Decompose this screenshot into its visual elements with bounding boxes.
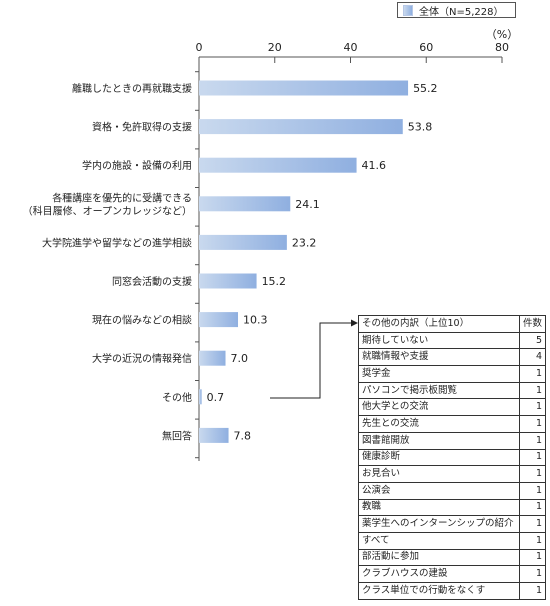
category-label: 現在の悩みなどの相談 — [92, 314, 192, 327]
unit-label: （%） — [486, 28, 518, 41]
table-row: お見合い 1 — [358, 465, 547, 483]
category-label: 離職したときの再就職支援 — [72, 82, 192, 95]
bar — [199, 196, 291, 212]
bar — [199, 119, 403, 135]
breakdown-item-count: 1 — [518, 448, 547, 467]
breakdown-item-name: 公演会 — [358, 481, 520, 500]
table-row: 部活動に参加 1 — [358, 548, 547, 567]
breakdown-item-count: 1 — [518, 415, 547, 433]
category-label: 大学院進学や留学などの進学相談 — [42, 236, 192, 249]
breakdown-item-name: 部活動に参加 — [358, 548, 520, 567]
breakdown-item-count: 5 — [518, 331, 547, 350]
breakdown-item-count: 1 — [518, 498, 547, 517]
data-label: 15.2 — [262, 275, 287, 288]
breakdown-item-count: 1 — [518, 365, 547, 383]
breakdown-item-count: 1 — [518, 381, 547, 400]
table-row: 健康診断 1 — [358, 448, 547, 467]
table-row: 奨学金 1 — [358, 365, 547, 383]
legend-label: 全体（N=5,228） — [419, 6, 504, 18]
breakdown-item-name: お見合い — [358, 465, 520, 483]
breakdown-item-name: クラブハウスの建設 — [358, 565, 520, 583]
breakdown-item-name: 他大学との交流 — [358, 398, 520, 417]
table-row: 薬学生へのインターンシップの紹介 1 — [358, 515, 547, 533]
breakdown-item-count: 1 — [518, 431, 547, 450]
connector-line — [270, 322, 354, 399]
bar — [199, 389, 202, 405]
breakdown-item-count: 1 — [518, 465, 547, 483]
category-label: 無回答 — [162, 429, 192, 442]
other-breakdown-table: その他の内訳（上位10） 件数 期待していない 5 就職情報や支援 4 奨学金 1 パソコンで掲… — [358, 315, 547, 600]
bar — [199, 273, 257, 289]
breakdown-item-name: 就職情報や支援 — [358, 348, 520, 367]
bar — [199, 80, 409, 96]
breakdown-item-count: 1 — [518, 582, 547, 600]
breakdown-item-count: 1 — [518, 548, 547, 567]
category-label: その他 — [162, 391, 192, 404]
breakdown-item-name: 期待していない — [358, 331, 520, 350]
breakdown-item-name: 先生との交流 — [358, 415, 520, 433]
breakdown-item-name: その他の内訳（上位10） — [358, 315, 520, 333]
bar — [199, 157, 357, 173]
x-tick-label: 60 — [419, 41, 433, 54]
table-row: 先生との交流 1 — [358, 415, 547, 433]
table-row: 公演会 1 — [358, 481, 547, 500]
breakdown-item-name: すべて — [358, 531, 520, 550]
breakdown-header-row: その他の内訳（上位10） 件数 — [358, 315, 547, 333]
breakdown-item-count: 1 — [518, 531, 547, 550]
data-label: 41.6 — [362, 159, 387, 172]
data-label: 10.3 — [243, 314, 267, 327]
table-row: 他大学との交流 1 — [358, 398, 547, 417]
data-label: 0.7 — [207, 391, 225, 404]
legend: 全体（N=5,228） — [397, 2, 516, 18]
table-row: パソコンで掲示板閲覧 1 — [358, 381, 547, 400]
category-label: 資格・免許取得の支援 — [92, 121, 192, 134]
x-tick-label: 0 — [196, 41, 203, 54]
data-label: 55.2 — [413, 82, 438, 95]
table-row: 教職 1 — [358, 498, 547, 517]
data-label: 7.0 — [231, 352, 249, 365]
x-tick-label: 20 — [268, 41, 282, 54]
x-tick-label: 80 — [495, 41, 509, 54]
breakdown-item-name: パソコンで掲示板閲覧 — [358, 381, 520, 400]
breakdown-item-count: 件数 — [518, 315, 547, 333]
bar — [199, 350, 226, 366]
category-label: 大学の近況の情報発信 — [92, 352, 192, 365]
bar — [199, 427, 229, 443]
category-label: （科目履修、オープンカレッジなど） — [23, 204, 192, 217]
category-label: 各種講座を優先的に受講できる — [52, 191, 192, 204]
breakdown-item-name: 図書館開放 — [358, 431, 520, 450]
breakdown-item-count: 1 — [518, 565, 547, 583]
breakdown-item-name: 薬学生へのインターンシップの紹介 — [358, 515, 520, 533]
data-label: 53.8 — [408, 121, 433, 134]
table-row: クラブハウスの建設 1 — [358, 565, 547, 583]
bar — [199, 312, 239, 328]
bar — [199, 234, 287, 250]
breakdown-item-count: 4 — [518, 348, 547, 367]
category-label: 学内の施設・設備の利用 — [82, 159, 192, 172]
table-row: 就職情報や支援 4 — [358, 348, 547, 367]
breakdown-item-name: 奨学金 — [358, 365, 520, 383]
table-row: すべて 1 — [358, 531, 547, 550]
category-label: 同窓会活動の支援 — [112, 275, 192, 288]
breakdown-item-count: 1 — [518, 398, 547, 417]
data-label: 23.2 — [292, 236, 317, 249]
breakdown-item-name: 健康診断 — [358, 448, 520, 467]
x-tick-label: 40 — [344, 41, 358, 54]
table-row: 期待していない 5 — [358, 331, 547, 350]
legend-swatch — [403, 4, 413, 16]
breakdown-item-name: クラス単位での行動をなくす — [358, 582, 520, 600]
data-label: 24.1 — [295, 198, 320, 211]
data-label: 7.8 — [234, 429, 252, 442]
breakdown-item-count: 1 — [518, 515, 547, 533]
breakdown-item-count: 1 — [518, 481, 547, 500]
table-row: 図書館開放 1 — [358, 431, 547, 450]
breakdown-item-name: 教職 — [358, 498, 520, 517]
connector-arrowhead — [351, 319, 358, 327]
table-row: クラス単位での行動をなくす 1 — [358, 582, 547, 600]
